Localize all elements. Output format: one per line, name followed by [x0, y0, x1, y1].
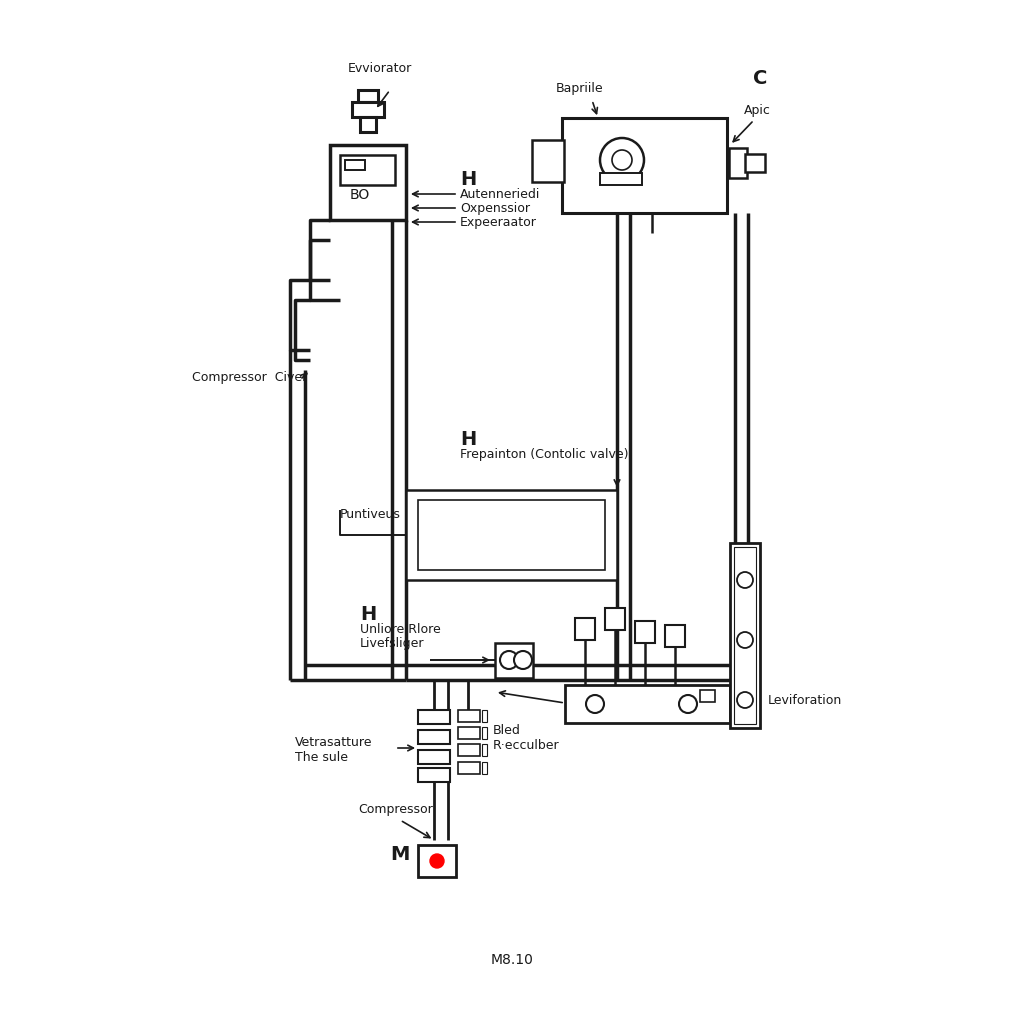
Bar: [345, 160, 365, 170]
Bar: [495, 643, 534, 678]
Text: M8.10: M8.10: [490, 953, 534, 967]
Bar: [745, 154, 765, 172]
Bar: [418, 730, 450, 744]
Text: Bled
R·ecculber: Bled R·ecculber: [493, 724, 560, 752]
Bar: [352, 102, 384, 117]
Bar: [458, 710, 480, 722]
Bar: [358, 90, 378, 102]
Circle shape: [514, 651, 532, 669]
Circle shape: [612, 150, 632, 170]
Text: Puntiveus: Puntiveus: [340, 509, 400, 521]
Bar: [575, 618, 595, 640]
Text: Oxpenssior: Oxpenssior: [460, 202, 530, 215]
Circle shape: [737, 572, 753, 588]
Text: Evviorator: Evviorator: [348, 62, 412, 75]
Bar: [532, 140, 564, 182]
Bar: [730, 543, 760, 728]
Bar: [482, 762, 487, 774]
Text: Frepainton (Contolic valve): Frepainton (Contolic valve): [460, 449, 629, 461]
Circle shape: [600, 138, 644, 182]
Bar: [605, 608, 625, 630]
Text: Compressor  Civer: Compressor Civer: [193, 372, 307, 384]
Circle shape: [430, 854, 444, 868]
Bar: [482, 744, 487, 756]
Bar: [665, 625, 685, 647]
Bar: [565, 685, 730, 723]
Bar: [330, 145, 406, 220]
Bar: [418, 500, 605, 570]
Circle shape: [586, 695, 604, 713]
Bar: [458, 727, 480, 739]
Text: C: C: [753, 69, 767, 88]
Bar: [418, 710, 450, 724]
Bar: [340, 155, 395, 185]
Circle shape: [737, 632, 753, 648]
Bar: [360, 117, 376, 132]
Bar: [562, 118, 727, 213]
Bar: [418, 750, 450, 764]
Circle shape: [500, 651, 518, 669]
Text: H: H: [360, 605, 376, 624]
Text: Autenneriedi: Autenneriedi: [460, 188, 541, 201]
Bar: [458, 762, 480, 774]
Bar: [482, 727, 487, 739]
Text: Expeeraator: Expeeraator: [460, 216, 537, 229]
Bar: [458, 744, 480, 756]
Text: Compressor: Compressor: [358, 804, 433, 816]
Text: M: M: [390, 846, 410, 864]
Text: Livefsliger: Livefsliger: [360, 637, 425, 650]
Bar: [482, 710, 487, 722]
Bar: [635, 621, 655, 643]
Text: Apic: Apic: [743, 104, 770, 117]
Circle shape: [679, 695, 697, 713]
Text: Bapriile: Bapriile: [556, 82, 604, 95]
Text: H: H: [460, 170, 476, 189]
Bar: [418, 768, 450, 782]
Bar: [600, 173, 642, 185]
Text: H: H: [460, 430, 476, 449]
Bar: [729, 148, 746, 178]
Bar: [406, 490, 617, 580]
Bar: [700, 690, 715, 702]
Text: Vetrasatture
The sule: Vetrasatture The sule: [295, 736, 373, 764]
Text: Unliore Rlore: Unliore Rlore: [360, 623, 440, 636]
Circle shape: [737, 692, 753, 708]
Bar: [418, 845, 456, 877]
Bar: [734, 547, 756, 724]
Text: BO: BO: [350, 188, 370, 202]
Text: Leviforation: Leviforation: [768, 693, 843, 707]
